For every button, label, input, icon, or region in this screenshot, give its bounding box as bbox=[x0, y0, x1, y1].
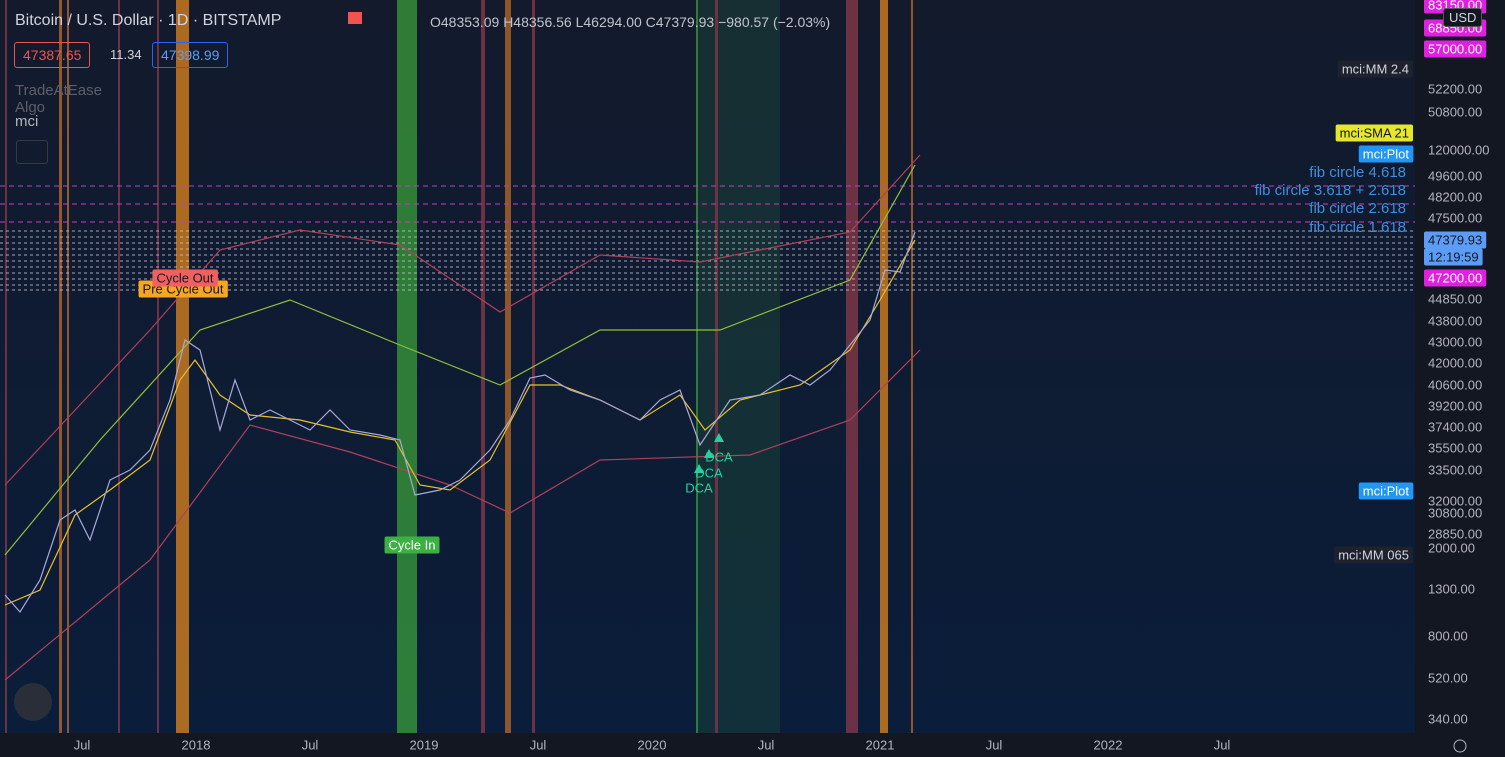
settings-icon[interactable] bbox=[1453, 739, 1467, 753]
indicator: mci bbox=[15, 113, 39, 130]
currency[interactable]: USD bbox=[1443, 8, 1483, 27]
indicator-tag-bg bbox=[1337, 60, 1413, 78]
price-label: 40600.00 bbox=[1428, 377, 1482, 392]
time-label: Jul bbox=[302, 737, 319, 752]
price-label-bg bbox=[1424, 40, 1487, 58]
indicator-tag-bg bbox=[1335, 124, 1413, 142]
fib-label: fib circle 1.618 bbox=[1309, 219, 1406, 236]
chart-bg bbox=[0, 0, 1415, 733]
price-label-bg bbox=[1424, 269, 1487, 287]
price-label: 43000.00 bbox=[1428, 334, 1482, 349]
price-label: 2000.00 bbox=[1428, 540, 1475, 555]
price-label: 57000.00 bbox=[1428, 41, 1482, 56]
price-label: 48200.00 bbox=[1428, 189, 1482, 204]
dca-marker bbox=[694, 464, 704, 473]
indicator-tag: mci:MM 065 bbox=[1338, 547, 1409, 562]
time-label: Jul bbox=[74, 737, 91, 752]
fib-lines bbox=[0, 185, 1415, 223]
indicator-tag: mci:Plot bbox=[1363, 146, 1410, 161]
time-label: Jul bbox=[986, 737, 1003, 752]
price-label: 50800.00 bbox=[1428, 104, 1482, 119]
price-label: 52200.00 bbox=[1428, 81, 1482, 96]
annotation-bg bbox=[152, 269, 218, 287]
open: O48353.09 bbox=[430, 14, 500, 30]
time-label: 2020 bbox=[638, 737, 667, 752]
close: C47379.93 bbox=[645, 14, 715, 30]
price-label: 33500.00 bbox=[1428, 462, 1482, 477]
flag[interactable] bbox=[348, 12, 362, 24]
price-label: 35500.00 bbox=[1428, 440, 1482, 455]
indicator-tag: mci:Plot bbox=[1363, 483, 1410, 498]
price-label: 12:19:59 bbox=[1428, 249, 1479, 264]
time-label: 2022 bbox=[1094, 737, 1123, 752]
price-label: 1300.00 bbox=[1428, 581, 1475, 596]
fib-label: fib circle 2.618 bbox=[1309, 200, 1406, 217]
annotation: DCA bbox=[685, 480, 713, 495]
price-axis-bg bbox=[1415, 0, 1505, 757]
collapse-button[interactable] bbox=[16, 140, 48, 164]
time-label: Jul bbox=[1214, 737, 1231, 752]
indicator-tag-bg bbox=[1334, 546, 1413, 564]
low: L46294.00 bbox=[575, 14, 642, 30]
price-label: 120000.00 bbox=[1428, 142, 1489, 157]
price-label: 44850.00 bbox=[1428, 291, 1482, 306]
price-label: 32000.00 bbox=[1428, 493, 1482, 508]
price-label-bg bbox=[1424, 248, 1483, 266]
price-label: 47200.00 bbox=[1428, 270, 1482, 285]
time-label: Jul bbox=[758, 737, 775, 752]
symbol: Bitcoin / U.S. Dollar · 1D · BITSTAMP bbox=[15, 12, 282, 29]
indicator-tag: mci:SMA 21 bbox=[1340, 125, 1409, 140]
bands bbox=[5, 0, 913, 733]
annotation: Cycle Out bbox=[156, 270, 213, 285]
time-axis-bg bbox=[0, 733, 1415, 757]
time-label: 2021 bbox=[866, 737, 895, 752]
level-lines bbox=[0, 230, 1415, 291]
fib-label: fib circle 4.618 bbox=[1309, 164, 1406, 181]
price-label-bg bbox=[1424, 231, 1487, 249]
price-label: 28850.00 bbox=[1428, 526, 1482, 541]
annotation: DCA bbox=[695, 465, 723, 480]
price-label: 42000.00 bbox=[1428, 355, 1482, 370]
annotation: DCA bbox=[705, 449, 733, 464]
price-label: 47500.00 bbox=[1428, 210, 1482, 225]
time-label: Jul bbox=[530, 737, 547, 752]
logo bbox=[14, 683, 52, 721]
fib-label: fib circle 3.618 + 2.618 bbox=[1255, 182, 1406, 199]
price-label: 340.00 bbox=[1428, 711, 1468, 726]
axes: 83150.0068850.0057000.0052200.0050800.00… bbox=[74, 0, 1489, 752]
change: −980.57 (−2.03%) bbox=[718, 14, 831, 30]
dca-marker bbox=[704, 449, 714, 458]
price-label: 43800.00 bbox=[1428, 313, 1482, 328]
spread: 11.34 bbox=[110, 47, 142, 62]
price-label: 520.00 bbox=[1428, 670, 1468, 685]
price-label: 47379.93 bbox=[1428, 232, 1482, 247]
time-label: 2018 bbox=[182, 737, 211, 752]
bid[interactable]: 47387.65 bbox=[14, 42, 91, 68]
price-label: 800.00 bbox=[1428, 628, 1468, 643]
indicator-tag: mci:MM 2.4 bbox=[1342, 61, 1409, 76]
indicator-tag-bg bbox=[1358, 145, 1414, 163]
indicator: TradeAtEase Algo bbox=[15, 82, 102, 116]
annotation-bg bbox=[384, 536, 440, 554]
indicator-tag-bg bbox=[1358, 482, 1414, 500]
time-label: 2019 bbox=[410, 737, 439, 752]
price-label: 49600.00 bbox=[1428, 168, 1482, 183]
ohlc: O48353.09 H48356.56 L46294.00 C47379.93 … bbox=[430, 14, 830, 30]
dca-marker bbox=[714, 433, 724, 442]
annotation: Cycle In bbox=[389, 537, 436, 552]
ask[interactable]: 47398.99 bbox=[152, 42, 229, 68]
price-label: 37400.00 bbox=[1428, 419, 1482, 434]
price-label: 39200.00 bbox=[1428, 398, 1482, 413]
high: H48356.56 bbox=[503, 14, 572, 30]
price-label: 30800.00 bbox=[1428, 505, 1482, 520]
